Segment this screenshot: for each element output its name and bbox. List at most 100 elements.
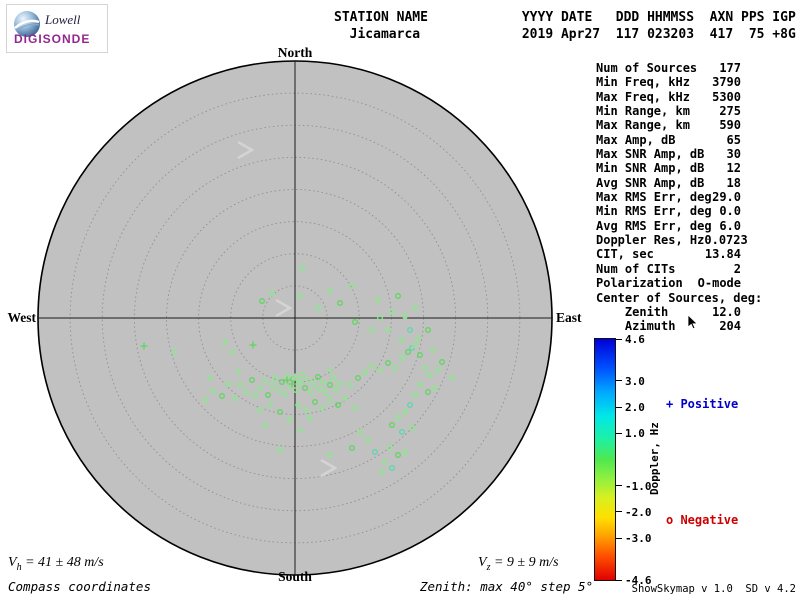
- stat-label: Min SNR Amp, dB: [596, 161, 705, 176]
- source-marker-circle: [387, 445, 393, 451]
- source-marker-circle: [377, 315, 383, 321]
- stat-label: Min RMS Err, deg: [596, 204, 712, 219]
- source-marker-circle: [252, 392, 258, 398]
- source-marker-circle: [412, 392, 418, 398]
- source-marker-circle: [427, 372, 433, 378]
- stat-label: Num of CITs: [596, 261, 676, 276]
- source-marker-circle: [395, 293, 401, 299]
- colorbar-tick-label: -3.0: [625, 532, 652, 546]
- source-marker-circle: [333, 387, 339, 393]
- source-marker-circle: [422, 365, 428, 371]
- stat-row: Max SNR Amp, dB 30: [596, 147, 741, 161]
- source-marker-circle: [265, 392, 271, 398]
- source-marker-circle: [417, 382, 423, 388]
- stat-value: 2: [733, 261, 741, 276]
- colorbar-title: Doppler, Hz: [648, 422, 661, 495]
- stat-label: Num of Sources: [596, 61, 698, 75]
- stat-label: Polarization: [596, 276, 683, 291]
- source-marker-plus: [249, 341, 257, 349]
- source-marker-plus: [291, 373, 299, 381]
- source-marker-circle: [307, 415, 313, 421]
- source-marker-plus: [140, 342, 148, 350]
- stat-label: Zenith: [596, 304, 669, 319]
- source-marker-circle: [362, 369, 368, 375]
- source-marker-circle: [355, 375, 361, 381]
- source-marker-plus: [351, 404, 359, 412]
- source-marker-circle: [302, 385, 308, 391]
- source-points: [140, 265, 455, 475]
- source-marker-plus: [296, 426, 304, 434]
- source-marker-circle: [315, 374, 321, 380]
- source-marker-circle: [232, 395, 238, 401]
- stat-label: Avg SNR Amp, dB: [596, 175, 705, 190]
- source-marker-circle: [417, 352, 423, 358]
- stat-label: Max Freq, kHz: [596, 89, 690, 104]
- stat-label: CIT, sec: [596, 247, 654, 262]
- stat-value: 590: [719, 118, 741, 133]
- logo-product: DIGISONDE: [14, 32, 91, 46]
- source-marker-circle: [299, 265, 305, 271]
- stat-row: Zenith 12.0: [596, 305, 741, 319]
- source-marker-circle: [275, 387, 281, 393]
- stat-value: 65: [726, 132, 741, 147]
- stat-value: 204: [719, 319, 741, 334]
- header-values: Jicamarca 2019 Apr27 117 023203 417 75 +…: [334, 27, 796, 42]
- source-marker-circle: [277, 409, 283, 415]
- source-marker-circle: [392, 365, 398, 371]
- stat-value: 3790: [712, 75, 741, 90]
- source-marker-circle: [337, 300, 343, 306]
- stat-row: Max Range, km 590: [596, 118, 741, 132]
- source-marker-circle: [395, 452, 401, 458]
- source-marker-circle: [407, 402, 413, 408]
- source-marker-plus: [234, 368, 242, 376]
- stat-value: 0.0723: [704, 233, 748, 248]
- stat-value: 18: [726, 175, 741, 190]
- source-marker-circle: [337, 380, 343, 386]
- source-marker-circle: [287, 417, 293, 423]
- source-marker-circle: [297, 293, 303, 299]
- header-columns: STATION NAME YYYY DATE DDD HHMMSS AXN PP…: [334, 10, 796, 25]
- source-marker-circle: [219, 393, 225, 399]
- source-marker-plus: [221, 338, 229, 346]
- source-marker-circle: [320, 379, 326, 385]
- stat-row: Num of CITs 2: [596, 262, 741, 276]
- stat-value: 13.84: [704, 247, 741, 262]
- source-marker-circle: [439, 359, 445, 365]
- source-marker-circle: [299, 372, 305, 378]
- source-marker-circle: [432, 385, 438, 391]
- source-marker-circle: [305, 377, 311, 383]
- source-marker-circle: [257, 385, 263, 391]
- stat-row: Min Range, km 275: [596, 104, 741, 118]
- mouse-cursor-icon: [687, 314, 699, 335]
- source-marker-circle: [327, 452, 333, 458]
- source-marker-circle: [262, 377, 268, 383]
- stat-row: Center of Sources, deg:: [596, 291, 762, 305]
- source-marker-circle: [257, 407, 263, 413]
- stats-panel: Num of Sources 177 Min Freq, kHz 3790 Max Fr…: [596, 61, 762, 334]
- source-marker-circle: [399, 337, 405, 343]
- source-marker-circle: [210, 388, 216, 394]
- source-marker-circle: [267, 402, 273, 408]
- source-marker-circle: [369, 363, 375, 369]
- globe-icon: [12, 8, 42, 42]
- compass-label-south: South: [278, 569, 312, 584]
- colorbar-tick: [616, 579, 622, 581]
- source-marker-circle: [405, 349, 411, 355]
- stat-label: Min Range, km: [596, 104, 690, 119]
- stat-row: Min SNR Amp, dB 12: [596, 161, 741, 175]
- source-marker-circle: [402, 313, 408, 319]
- source-marker-circle: [349, 445, 355, 451]
- source-marker-plus: [296, 378, 304, 386]
- source-marker-circle: [375, 297, 381, 303]
- stat-row: Avg SNR Amp, dB 18: [596, 176, 741, 190]
- source-marker-circle: [243, 389, 249, 395]
- source-marker-circle: [347, 382, 353, 388]
- source-marker-plus: [288, 380, 296, 388]
- source-marker-circle: [282, 391, 288, 397]
- stat-value: 30: [726, 147, 741, 162]
- colorbar-tick-label: -2.0: [625, 505, 652, 519]
- source-marker-plus: [171, 348, 179, 356]
- colorbar-tick: [616, 537, 622, 539]
- source-marker-circle: [327, 382, 333, 388]
- source-marker-circle: [415, 335, 421, 341]
